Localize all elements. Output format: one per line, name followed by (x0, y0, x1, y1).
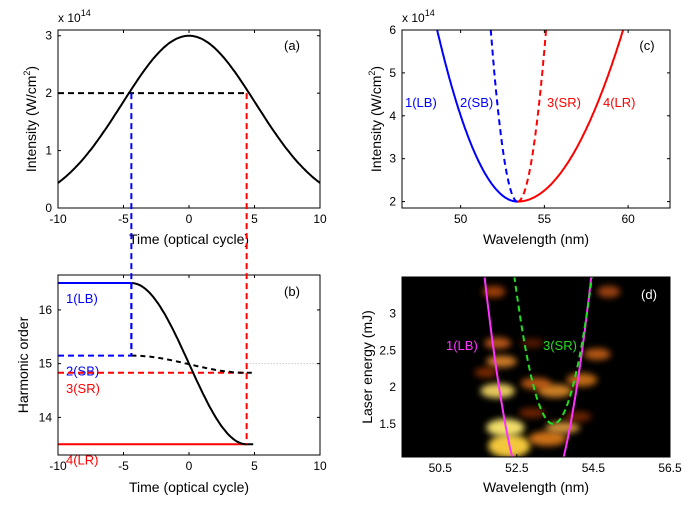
panel-d-background (402, 277, 670, 457)
x-tick-label: -10 (49, 212, 67, 226)
panel-b-xlabel: Time (optical cycle) (129, 479, 249, 495)
panel-d: 1(LB) 3(SR) 50.5 52.5 54.5 56.5 1.5 2 2.5 3 (d) W… (359, 276, 682, 495)
panel-a-xlabel: Time (optical cycle) (129, 231, 249, 247)
y-tick-label: 1 (45, 144, 52, 158)
panel-d-ylabel: Laser energy (mJ) (359, 310, 375, 424)
y-tick-label: 0 (45, 201, 52, 215)
x-tick-label: -10 (49, 459, 67, 473)
level-label: 1(LB) (66, 291, 98, 306)
x-tick-label: 5 (251, 459, 258, 473)
panel-a-exponent: x 1014 (58, 8, 91, 25)
branch-curve (489, 30, 518, 203)
heat-blob (528, 431, 567, 446)
x-tick-label: -5 (118, 212, 129, 226)
x-tick-label: 50 (454, 212, 468, 226)
lb-overlay-curve (483, 277, 593, 457)
heat-blob (583, 348, 611, 361)
cross-panel-guides (130, 93, 248, 445)
y-tick-label: 2 (45, 86, 52, 100)
long-trajectory-curve (131, 282, 254, 446)
y-tick-label: 4 (389, 109, 396, 123)
panel-d-frame (401, 276, 671, 458)
panel-b-ylabel: Harmonic order (15, 316, 31, 413)
heat-blob (480, 383, 515, 399)
panel-d-ticks: 1(LB) 3(SR) 50.5 52.5 54.5 56.5 1.5 2 2.5 3 (379, 277, 682, 475)
panel-a-label: (a) (284, 38, 300, 53)
panel-c-frame (401, 29, 671, 209)
branch-curve (436, 30, 518, 203)
y-tick-label: 1.5 (379, 417, 396, 431)
y-tick-label: 2.5 (379, 343, 396, 357)
x-tick-label: 0 (186, 459, 193, 473)
panel-d-overlays (483, 277, 593, 457)
heat-blob (484, 337, 512, 349)
panel-d-xlabel: Wavelength (nm) (483, 479, 589, 495)
panel-c-ticks: 1(LB) 2(SB) 3(SR) 4(LR) 50 55 60 2 3 4 5 6 (389, 23, 670, 226)
branch-curve (517, 30, 625, 203)
y-tick-label: 15 (39, 357, 53, 371)
x-tick-label: 0 (186, 212, 193, 226)
heat-blob (486, 355, 517, 368)
panel-a: -10 -5 0 5 10 0 1 2 3 (a) x 1014 Time (optical c… (22, 8, 327, 247)
y-tick-label: 2 (389, 380, 396, 394)
x-tick-label: 60 (621, 212, 635, 226)
heat-blob (566, 373, 598, 387)
y-tick-label: 6 (389, 23, 396, 37)
y-tick-label: 5 (389, 66, 396, 80)
panel-c-plot (436, 30, 625, 203)
level-label: 4(LR) (66, 452, 99, 467)
x-tick-label: 10 (313, 212, 327, 226)
panel-a-ticks: -10 -5 0 5 10 0 1 2 3 (45, 29, 327, 226)
heat-blob (597, 285, 621, 298)
pulse-curve (57, 34, 321, 184)
x-tick-label: 5 (251, 212, 258, 226)
heat-blob (474, 367, 498, 378)
panel-b-label: (b) (284, 284, 300, 299)
panel-d-label: (d) (641, 287, 657, 302)
panel-a-plot (57, 34, 321, 184)
branch-label: 2(SB) (460, 95, 493, 110)
level-label: 3(SR) (66, 381, 100, 396)
x-tick-label: 50.5 (429, 461, 453, 475)
heat-blob (520, 377, 552, 390)
y-tick-label: 2 (389, 195, 396, 209)
heat-blob (482, 285, 506, 298)
level-label: 2(SB) (66, 364, 99, 379)
x-tick-label: 54.5 (582, 461, 606, 475)
overlay-label: 3(SR) (543, 338, 577, 353)
panel-c-ylabel: Intensity (W/cm2) (367, 66, 384, 172)
panel-c-xlabel: Wavelength (nm) (483, 231, 589, 247)
branch-curve (517, 30, 547, 203)
panel-a-frame (57, 29, 321, 209)
heat-blob (520, 338, 544, 348)
branch-label: 4(LR) (603, 95, 636, 110)
sr-overlay-curve (513, 277, 593, 425)
panel-c: 1(LB) 2(SB) 3(SR) 4(LR) 50 55 60 2 3 4 5 6 (c) x 10… (367, 8, 671, 247)
x-tick-label: 55 (538, 212, 552, 226)
overlay-label: 1(LB) (446, 338, 478, 353)
y-tick-label: 3 (389, 307, 396, 321)
short-trajectory-curve (131, 354, 254, 374)
x-tick-label: -5 (118, 459, 129, 473)
panel-c-label: (c) (639, 38, 654, 53)
y-tick-label: 16 (39, 303, 53, 317)
panel-b-ticks: -10 -5 0 5 10 14 15 16 (39, 275, 327, 473)
heat-blob (564, 411, 592, 422)
y-tick-label: 3 (45, 29, 52, 43)
heat-blob (518, 407, 546, 419)
x-tick-label: 10 (313, 459, 327, 473)
x-tick-label: 56.5 (658, 461, 682, 475)
y-tick-label: 3 (389, 152, 396, 166)
panel-c-exponent: x 1014 (402, 8, 435, 25)
x-tick-label: 52.5 (505, 461, 529, 475)
branch-label: 3(SR) (547, 95, 581, 110)
branch-label: 1(LB) (405, 95, 437, 110)
panel-a-ylabel: Intensity (W/cm2) (22, 66, 39, 172)
panel-b-plot: 1(LB) 2(SB) 3(SR) 4(LR) (58, 282, 320, 467)
panel-b: 1(LB) 2(SB) 3(SR) 4(LR) -10 -5 0 5 10 14 15 16 (b)… (15, 274, 327, 495)
y-tick-label: 14 (39, 410, 53, 424)
